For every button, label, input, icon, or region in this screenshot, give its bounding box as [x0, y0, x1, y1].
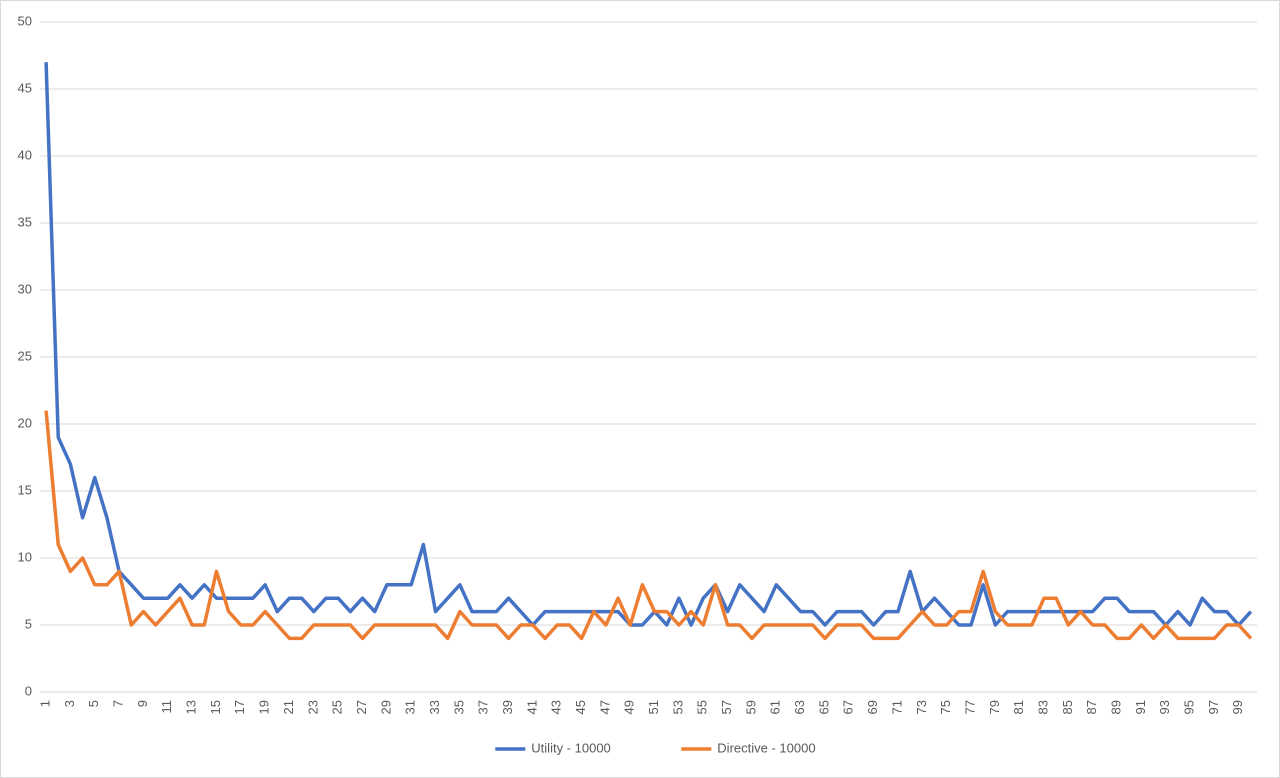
- y-tick-label: 10: [18, 549, 32, 564]
- x-tick-label: 51: [646, 700, 661, 714]
- x-tick-label: 81: [1011, 700, 1026, 714]
- x-tick-label: 37: [476, 700, 491, 714]
- x-tick-label: 53: [670, 700, 685, 714]
- x-tick-label: 57: [719, 700, 734, 714]
- y-tick-label: 30: [18, 281, 32, 296]
- x-tick-label: 45: [573, 700, 588, 714]
- x-tick-label: 85: [1060, 700, 1075, 714]
- x-tick-label: 93: [1157, 700, 1172, 714]
- x-tick-label: 95: [1182, 700, 1197, 714]
- legend-label: Directive - 10000: [717, 740, 815, 755]
- x-tick-label: 21: [281, 700, 296, 714]
- x-tick-label: 87: [1084, 700, 1099, 714]
- y-tick-label: 0: [25, 683, 32, 698]
- x-tick-label: 1: [38, 700, 53, 707]
- x-tick-label: 83: [1035, 700, 1050, 714]
- x-tick-label: 13: [184, 700, 199, 714]
- x-tick-label: 69: [865, 700, 880, 714]
- x-tick-label: 35: [451, 700, 466, 714]
- x-tick-label: 41: [524, 700, 539, 714]
- x-tick-label: 67: [841, 700, 856, 714]
- x-tick-label: 63: [792, 700, 807, 714]
- x-tick-label: 9: [135, 700, 150, 707]
- x-tick-label: 89: [1108, 700, 1123, 714]
- x-tick-label: 3: [62, 700, 77, 707]
- x-tick-label: 55: [695, 700, 710, 714]
- x-tick-label: 71: [889, 700, 904, 714]
- x-tick-label: 15: [208, 700, 223, 714]
- y-tick-label: 15: [18, 482, 32, 497]
- x-tick-label: 99: [1230, 700, 1245, 714]
- y-tick-label: 5: [25, 616, 32, 631]
- x-tick-label: 33: [427, 700, 442, 714]
- y-tick-label: 50: [18, 13, 32, 28]
- x-tick-label: 39: [500, 700, 515, 714]
- y-tick-label: 35: [18, 214, 32, 229]
- legend-label: Utility - 10000: [531, 740, 610, 755]
- x-tick-label: 77: [962, 700, 977, 714]
- x-tick-label: 75: [938, 700, 953, 714]
- x-tick-label: 91: [1133, 700, 1148, 714]
- x-tick-label: 29: [378, 700, 393, 714]
- x-tick-label: 73: [914, 700, 929, 714]
- x-tick-label: 97: [1206, 700, 1221, 714]
- x-tick-label: 31: [403, 700, 418, 714]
- x-tick-label: 59: [743, 700, 758, 714]
- x-tick-label: 25: [330, 700, 345, 714]
- y-tick-label: 45: [18, 80, 32, 95]
- y-tick-label: 25: [18, 348, 32, 363]
- x-tick-label: 17: [232, 700, 247, 714]
- y-tick-label: 20: [18, 415, 32, 430]
- y-tick-label: 40: [18, 147, 32, 162]
- x-tick-label: 7: [111, 700, 126, 707]
- x-tick-label: 19: [257, 700, 272, 714]
- series-line: [44, 62, 1253, 627]
- x-tick-label: 65: [816, 700, 831, 714]
- x-tick-label: 43: [549, 700, 564, 714]
- x-tick-label: 79: [987, 700, 1002, 714]
- x-tick-label: 49: [622, 700, 637, 714]
- x-tick-label: 23: [305, 700, 320, 714]
- x-tick-label: 5: [86, 700, 101, 707]
- x-tick-label: 11: [159, 700, 174, 714]
- series-line: [44, 410, 1253, 641]
- x-tick-label: 27: [354, 700, 369, 714]
- x-tick-label: 47: [597, 700, 612, 714]
- x-tick-label: 61: [768, 700, 783, 714]
